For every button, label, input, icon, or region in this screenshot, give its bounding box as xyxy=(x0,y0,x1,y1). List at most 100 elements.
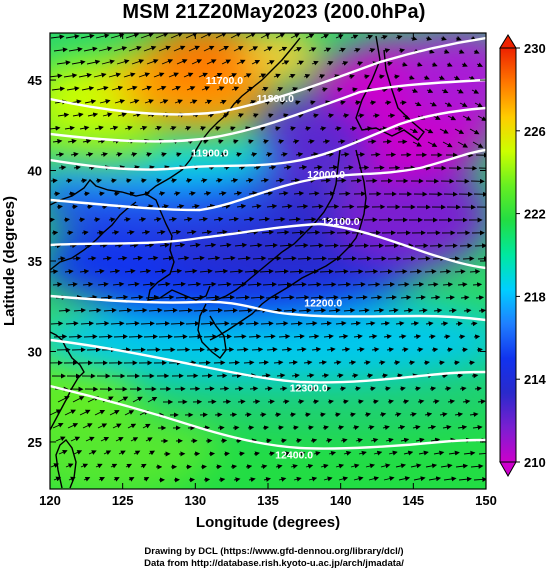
contour-label: 12400.0 xyxy=(275,450,313,462)
wind-vector xyxy=(189,99,198,105)
wind-vector xyxy=(296,347,307,352)
wind-vector xyxy=(328,451,337,456)
wind-vector xyxy=(138,72,151,78)
wind-vector xyxy=(252,399,261,405)
wind-vector xyxy=(334,126,342,132)
wind-vector xyxy=(462,399,471,405)
wind-vector xyxy=(188,191,196,197)
wind-vector xyxy=(171,85,181,91)
wind-vector xyxy=(244,126,251,132)
wind-vector xyxy=(175,294,190,300)
wind-vector xyxy=(170,321,185,327)
wind-vector xyxy=(338,47,346,53)
wind-vector xyxy=(233,46,244,52)
wind-vector xyxy=(215,178,223,184)
wind-vector xyxy=(470,321,478,327)
wind-vector xyxy=(160,294,175,300)
wind-vector xyxy=(385,294,397,300)
contour-line-12000 xyxy=(50,148,486,212)
colorbar-min-extension xyxy=(499,461,517,478)
wind-vector xyxy=(204,242,217,248)
wind-vector xyxy=(203,334,218,340)
wind-vector xyxy=(378,74,385,80)
wind-vector xyxy=(108,72,122,78)
wind-vector xyxy=(438,360,445,366)
wind-vector xyxy=(217,139,224,145)
wind-vector xyxy=(378,360,386,366)
wind-vector xyxy=(201,229,213,235)
wind-vector xyxy=(397,281,410,287)
wind-vector xyxy=(173,45,186,52)
wind-vector xyxy=(342,399,349,405)
wind-vector xyxy=(204,99,213,105)
wind-vector xyxy=(319,269,334,275)
colorbar-tick-label: 214 xyxy=(524,372,546,387)
wind-vector xyxy=(228,360,240,366)
wind-vector xyxy=(238,165,246,171)
wind-vector xyxy=(308,191,320,197)
wind-vector xyxy=(384,386,391,392)
wind-vector xyxy=(100,294,113,300)
lon-tick-label: 120 xyxy=(39,493,61,508)
wind-vector xyxy=(432,399,440,405)
wind-vector xyxy=(372,113,380,119)
wind-vector xyxy=(386,61,393,67)
wind-vector xyxy=(309,243,324,249)
wind-vector xyxy=(334,269,349,275)
wind-vector xyxy=(274,126,281,132)
wind-vector xyxy=(336,373,344,379)
wind-vector xyxy=(72,396,85,403)
colorbar: 230 226 222 218 214 210 xyxy=(499,34,546,478)
wind-vector xyxy=(474,102,483,108)
wind-vector xyxy=(429,101,437,107)
wind-vector xyxy=(363,360,371,366)
wind-vector xyxy=(79,125,90,131)
wind-vector xyxy=(273,73,281,79)
wind-vector xyxy=(459,102,468,107)
wind-vector xyxy=(260,321,274,327)
wind-vector xyxy=(236,203,247,209)
wind-vector xyxy=(325,294,339,300)
wind-vector xyxy=(184,268,198,274)
wind-vector xyxy=(248,334,262,340)
wind-vector xyxy=(88,450,97,455)
wind-vector xyxy=(288,216,301,222)
wind-vector xyxy=(218,334,233,340)
wind-vector xyxy=(388,307,399,313)
wind-vector xyxy=(237,255,252,261)
wind-vector xyxy=(471,89,480,94)
wind-vector xyxy=(67,281,78,287)
wind-vector xyxy=(102,112,113,118)
wind-vector xyxy=(424,269,437,275)
wind-vector xyxy=(348,360,357,366)
wind-vector xyxy=(402,399,410,405)
wind-vector xyxy=(216,229,228,235)
wind-vector xyxy=(477,399,486,405)
china-coast-south xyxy=(50,331,85,431)
wind-vector xyxy=(341,347,351,353)
wind-vector xyxy=(114,99,126,104)
wind-vector xyxy=(117,112,127,118)
wind-vector xyxy=(432,115,441,120)
wind-vector xyxy=(288,360,298,366)
wind-vector xyxy=(67,138,77,144)
wind-vector xyxy=(52,282,63,288)
wind-vector xyxy=(248,46,259,52)
wind-vector xyxy=(364,269,379,275)
wind-vector xyxy=(51,86,66,92)
wind-vector xyxy=(430,295,441,301)
wind-vector xyxy=(295,294,310,300)
wind-vector xyxy=(68,47,83,52)
wind-vector xyxy=(350,178,363,184)
wind-vector xyxy=(398,334,407,340)
wind-vector xyxy=(351,87,358,93)
wind-vector xyxy=(110,33,125,39)
wind-vector xyxy=(113,334,128,340)
latitude-ticks: 25 30 35 40 45 xyxy=(28,73,486,450)
wind-vector xyxy=(444,386,452,392)
wind-vector xyxy=(460,295,470,301)
wind-vector xyxy=(275,177,285,183)
wind-vector xyxy=(124,410,135,416)
wind-vector xyxy=(309,386,317,392)
